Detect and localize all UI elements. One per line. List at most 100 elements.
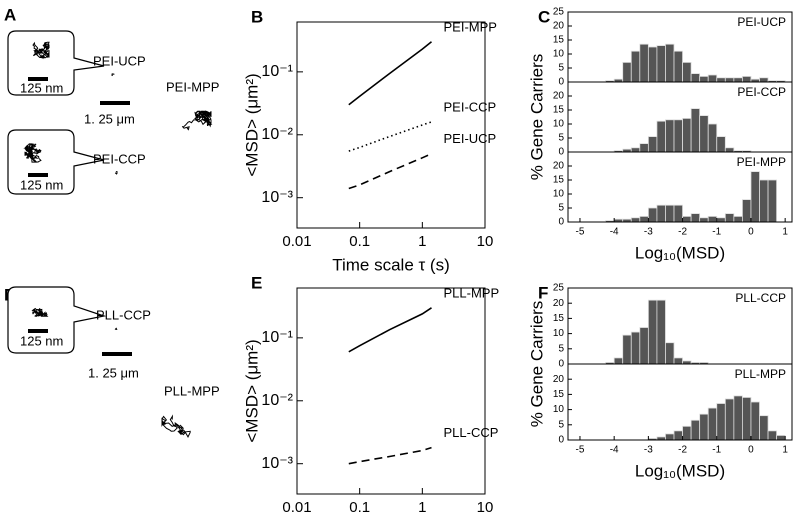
y-tick-label: 20 (553, 298, 565, 309)
y-tick-label: 20 (553, 91, 565, 102)
y-tick-label: 0 (558, 217, 564, 228)
histogram-bar (682, 62, 692, 83)
trajectory (161, 414, 191, 438)
plot-frame (567, 363, 793, 441)
histogram-bar (630, 331, 641, 365)
y-tick-label: 10 (553, 404, 565, 415)
series-label: PEI-UCP (443, 131, 496, 146)
histogram-bar (742, 199, 752, 223)
histogram-bar (613, 357, 624, 365)
histogram-bar (682, 425, 692, 441)
histogram-bar (724, 213, 735, 223)
y-tick-label: 20 (553, 161, 565, 172)
histogram-bar (673, 119, 683, 153)
histogram-bar (622, 62, 632, 83)
histogram-bar (639, 327, 649, 365)
histogram-bar (750, 401, 760, 441)
label-bg (728, 291, 788, 306)
histogram-bar (665, 43, 675, 83)
histogram-bar (699, 115, 709, 153)
y-tick-label: 10⁻¹ (261, 329, 293, 346)
scale-text: 1. 25 μm (88, 365, 139, 380)
x-tick-label: 0.1 (349, 233, 370, 250)
data-line (348, 446, 432, 465)
histogram-bar (673, 50, 683, 83)
histogram-bar (733, 77, 743, 83)
scale-text: 125 nm (20, 80, 63, 95)
y-tick-label: 10⁻¹ (261, 63, 293, 80)
histogram-bar (647, 299, 658, 365)
scale-text: 125 nm (20, 177, 63, 192)
histogram-bar (724, 147, 735, 153)
histogram-bar (759, 415, 769, 441)
x-tick-label: 0 (748, 445, 754, 456)
histogram-bar (724, 398, 735, 441)
y-tick-label: 10 (553, 119, 565, 130)
histogram-bar (759, 77, 769, 83)
histogram-bar (639, 215, 649, 223)
histogram-bar (630, 147, 641, 153)
y-tick-label: 10⁻³ (261, 455, 293, 472)
histogram-bar (673, 204, 683, 223)
series-label: PEI-CCP (443, 99, 496, 114)
histogram-bar (656, 120, 666, 153)
trajectory-label: PEI-CCP (93, 151, 146, 166)
trajectory (181, 110, 213, 131)
histogram-bar (665, 433, 675, 441)
histogram-bar (690, 108, 701, 153)
trajectory (114, 327, 118, 330)
histogram-bar (707, 407, 718, 441)
histogram-bar (665, 119, 675, 153)
histogram-bar (759, 179, 769, 223)
trajectory-label: PLL-MPP (164, 383, 220, 398)
callout (7, 286, 107, 354)
x-tick-label: 0.1 (349, 499, 370, 516)
x-tick-label: -1 (712, 445, 721, 456)
label-bg (728, 367, 788, 382)
data-line (348, 121, 432, 152)
histogram-bar (622, 334, 632, 365)
x-tick-label: 0.01 (282, 499, 311, 516)
trajectory (114, 171, 118, 175)
panel-label: B (251, 7, 263, 26)
scale-text: 1. 25 μm (84, 111, 135, 126)
x-tick-label: -2 (678, 227, 687, 238)
histogram-bar (690, 213, 701, 223)
histogram-bar (665, 342, 675, 365)
y-tick-label: 10⁻³ (261, 189, 293, 206)
histogram-bar (742, 397, 752, 441)
data-line (348, 307, 432, 353)
y-tick-label: 10⁻² (261, 126, 293, 143)
y-tick-label: 5 (558, 133, 564, 144)
scale-text: 125 nm (20, 333, 63, 348)
y-tick-label: 25 (553, 283, 565, 294)
y-tick-label: 15 (553, 105, 565, 116)
histogram-bar (716, 403, 726, 441)
x-tick-label: -5 (576, 445, 585, 456)
x-tick-label: -5 (576, 227, 585, 238)
trajectory (23, 143, 42, 163)
trajectory (111, 73, 115, 77)
histogram-bar (656, 45, 666, 83)
y-tick-label: 15 (553, 389, 565, 400)
y-tick-label: 15 (553, 35, 565, 46)
histogram-bar (639, 143, 649, 153)
label-bg (728, 15, 788, 30)
x-axis-label: Log₁₀(MSD) (635, 243, 725, 262)
histogram-bar (699, 413, 709, 441)
y-tick-label: 20 (553, 21, 565, 32)
panel-label: C (538, 7, 550, 26)
y-tick-label: 0 (558, 359, 564, 370)
histogram-bar (690, 419, 701, 441)
histogram-bar (682, 118, 692, 153)
y-axis-label: <MSD> (μm²) (242, 339, 261, 442)
histogram-bar (699, 76, 709, 83)
histogram-bar (716, 217, 726, 223)
trajectory-label: PLL-CCP (96, 307, 151, 322)
histogram-bar (656, 204, 666, 223)
histogram-bar (673, 357, 683, 365)
x-tick-label: 1 (418, 233, 426, 250)
subplot-label: PEI-CCP (737, 85, 786, 99)
y-tick-label: 10 (553, 49, 565, 60)
